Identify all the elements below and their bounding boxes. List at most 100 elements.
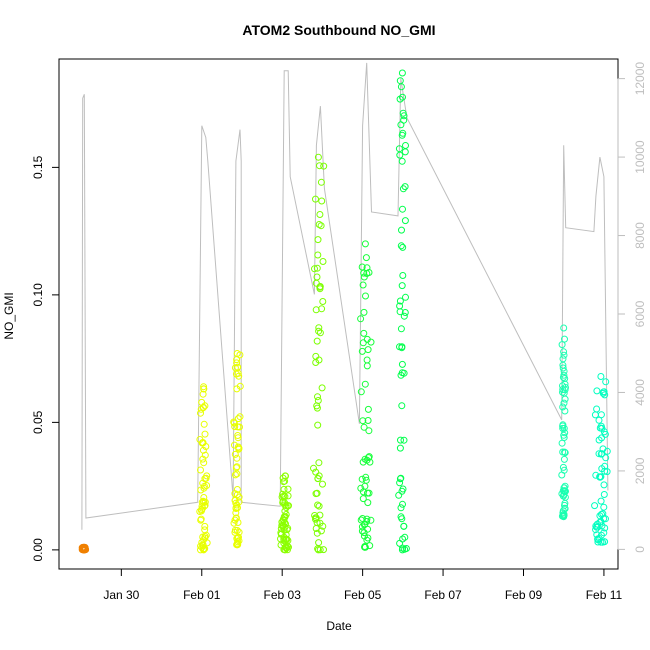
data-point [318, 305, 326, 313]
data-point [597, 497, 605, 505]
y2-tick-label: 0 [633, 546, 647, 553]
data-point [281, 546, 289, 554]
data-point [314, 546, 322, 554]
data-point [591, 502, 599, 510]
data-point [597, 373, 605, 380]
data-point [201, 501, 209, 509]
data-point [314, 397, 322, 404]
data-point [602, 515, 609, 523]
data-point [560, 484, 568, 492]
data-point [559, 424, 567, 432]
data-point [284, 492, 292, 500]
data-point [361, 543, 369, 550]
data-point [400, 116, 408, 124]
data-point [560, 513, 568, 521]
data-point [315, 539, 323, 547]
data-point [561, 407, 569, 415]
data-point [598, 510, 605, 518]
y2-axis-altitude: 0 2000 4000 6000 8000 10000 12000 [617, 62, 647, 553]
data-point [365, 427, 373, 435]
data-point [363, 518, 371, 525]
data-point [558, 439, 566, 447]
data-point [363, 536, 371, 544]
data-point [399, 535, 407, 543]
y-axis-label: NO_GMI [2, 292, 16, 339]
data-point [397, 325, 405, 333]
data-point [603, 468, 611, 476]
data-point [233, 541, 241, 549]
y2-tick-label: 8000 [633, 222, 647, 249]
data-point [234, 415, 242, 423]
data-point [200, 482, 208, 490]
data-point [591, 411, 599, 419]
data-point [602, 454, 610, 462]
data-point [560, 367, 568, 375]
data-point [232, 514, 240, 522]
data-point [399, 185, 407, 193]
altitude-line-layer [81, 62, 609, 530]
data-point [594, 538, 602, 546]
y-tick-label: 0.05 [31, 410, 45, 434]
data-point [593, 531, 601, 539]
data-point [359, 281, 367, 289]
data-point [364, 489, 371, 497]
data-point [234, 363, 242, 371]
data-point [398, 226, 405, 234]
data-point [364, 417, 372, 424]
data-point [600, 503, 608, 511]
data-point [601, 467, 609, 475]
data-point [402, 545, 410, 552]
data-point [201, 522, 209, 530]
data-point [281, 477, 289, 485]
data-point [398, 546, 406, 554]
data-point [197, 466, 204, 474]
data-point [363, 362, 371, 370]
data-point [316, 211, 324, 218]
data-point [201, 545, 209, 553]
data-point [601, 524, 609, 532]
data-point [560, 399, 568, 407]
data-points-layer [78, 69, 611, 554]
data-point [600, 491, 608, 498]
data-point [364, 525, 372, 533]
data-point [285, 502, 292, 510]
data-point [315, 221, 323, 228]
data-point [201, 430, 209, 438]
data-point [313, 273, 321, 281]
data-point [313, 404, 321, 412]
data-point [596, 512, 604, 520]
x-tick-label: Feb 01 [183, 588, 221, 602]
data-point [561, 501, 568, 509]
data-point [593, 387, 601, 395]
data-point [561, 429, 569, 437]
data-point [318, 197, 326, 205]
data-point [199, 439, 207, 446]
x-tick-label: Jan 30 [103, 588, 139, 602]
data-point [396, 444, 404, 452]
data-point [592, 471, 600, 479]
data-point [561, 335, 568, 343]
data-point [363, 264, 371, 272]
data-point [319, 258, 327, 265]
data-point [201, 475, 209, 483]
data-point [399, 93, 406, 101]
data-point [200, 420, 208, 428]
data-point [398, 69, 406, 77]
data-point [396, 308, 404, 316]
data-point [364, 499, 372, 507]
data-point [198, 502, 206, 510]
data-point [233, 454, 241, 462]
data-point [312, 195, 319, 203]
data-point [315, 327, 323, 335]
data-point [559, 463, 567, 471]
plot-frame [58, 58, 619, 570]
data-point [314, 393, 321, 401]
data-point [280, 492, 288, 500]
data-point [360, 423, 368, 431]
data-point [236, 382, 244, 390]
data-point [597, 411, 605, 419]
data-point [320, 546, 327, 554]
data-point [398, 282, 406, 290]
data-point [397, 83, 405, 91]
data-point [596, 473, 604, 481]
